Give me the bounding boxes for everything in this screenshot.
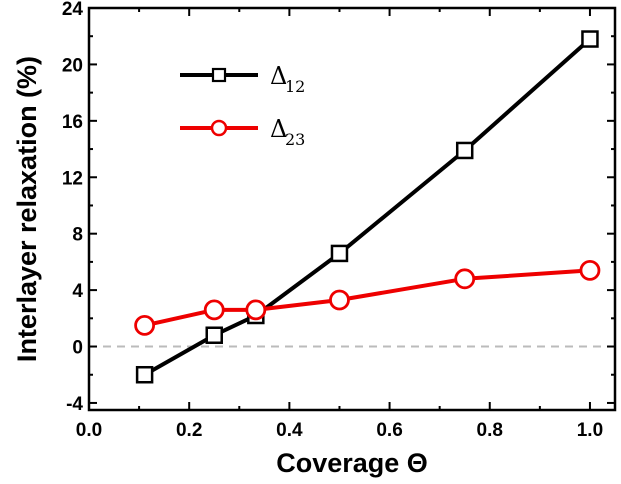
- data-point-23: [245, 299, 267, 321]
- legend-subscript-23: 23: [285, 130, 305, 149]
- data-point-23: [134, 314, 156, 336]
- tick-layer: 0.0 0.2 0.4 0.6 0.8 1.0 -4 0 4 8 12 16 20 24: [62, 0, 617, 441]
- x-tick-label: 0.6: [376, 420, 402, 441]
- data-point-12: [205, 326, 223, 344]
- y-axis-label: Interlayer relaxation (%): [12, 56, 42, 362]
- data-point-23: [203, 299, 225, 321]
- x-tick-label: 0.2: [176, 420, 202, 441]
- legend-label-12: Δ: [270, 62, 287, 90]
- y-tick-label: -4: [66, 394, 83, 415]
- y-tick-label: 24: [62, 0, 84, 20]
- data-point-12: [135, 365, 154, 384]
- plot-frame: [87, 6, 617, 412]
- y-tick-label: 4: [72, 281, 83, 302]
- legend-subscript-12: 12: [285, 77, 305, 96]
- series-line-23: [144, 268, 591, 328]
- data-point-12: [455, 141, 474, 160]
- data-point-23: [454, 268, 476, 290]
- x-tick-label: 0.4: [276, 420, 303, 441]
- x-tick-label: 0.0: [76, 420, 102, 441]
- x-tick-label: 1.0: [577, 420, 603, 441]
- y-tick-label: 8: [72, 225, 83, 246]
- legend-label-23: Δ: [270, 115, 287, 143]
- y-tick-label: 12: [62, 168, 83, 189]
- data-point-23: [579, 259, 601, 281]
- series-line-12: [143, 37, 592, 377]
- legend-marker-square: [211, 67, 227, 83]
- y-tick-label: 0: [72, 338, 83, 359]
- data-point-23: [329, 289, 350, 311]
- x-tick-label: 0.8: [477, 420, 503, 441]
- data-point-12: [581, 30, 599, 48]
- data-point-12: [330, 244, 349, 263]
- legend-marker-circle: [210, 119, 228, 137]
- x-axis-label: Coverage Θ: [276, 448, 428, 478]
- y-tick-label: 20: [62, 55, 83, 76]
- plot-layer: [89, 30, 615, 384]
- y-tick-label: 16: [62, 112, 83, 133]
